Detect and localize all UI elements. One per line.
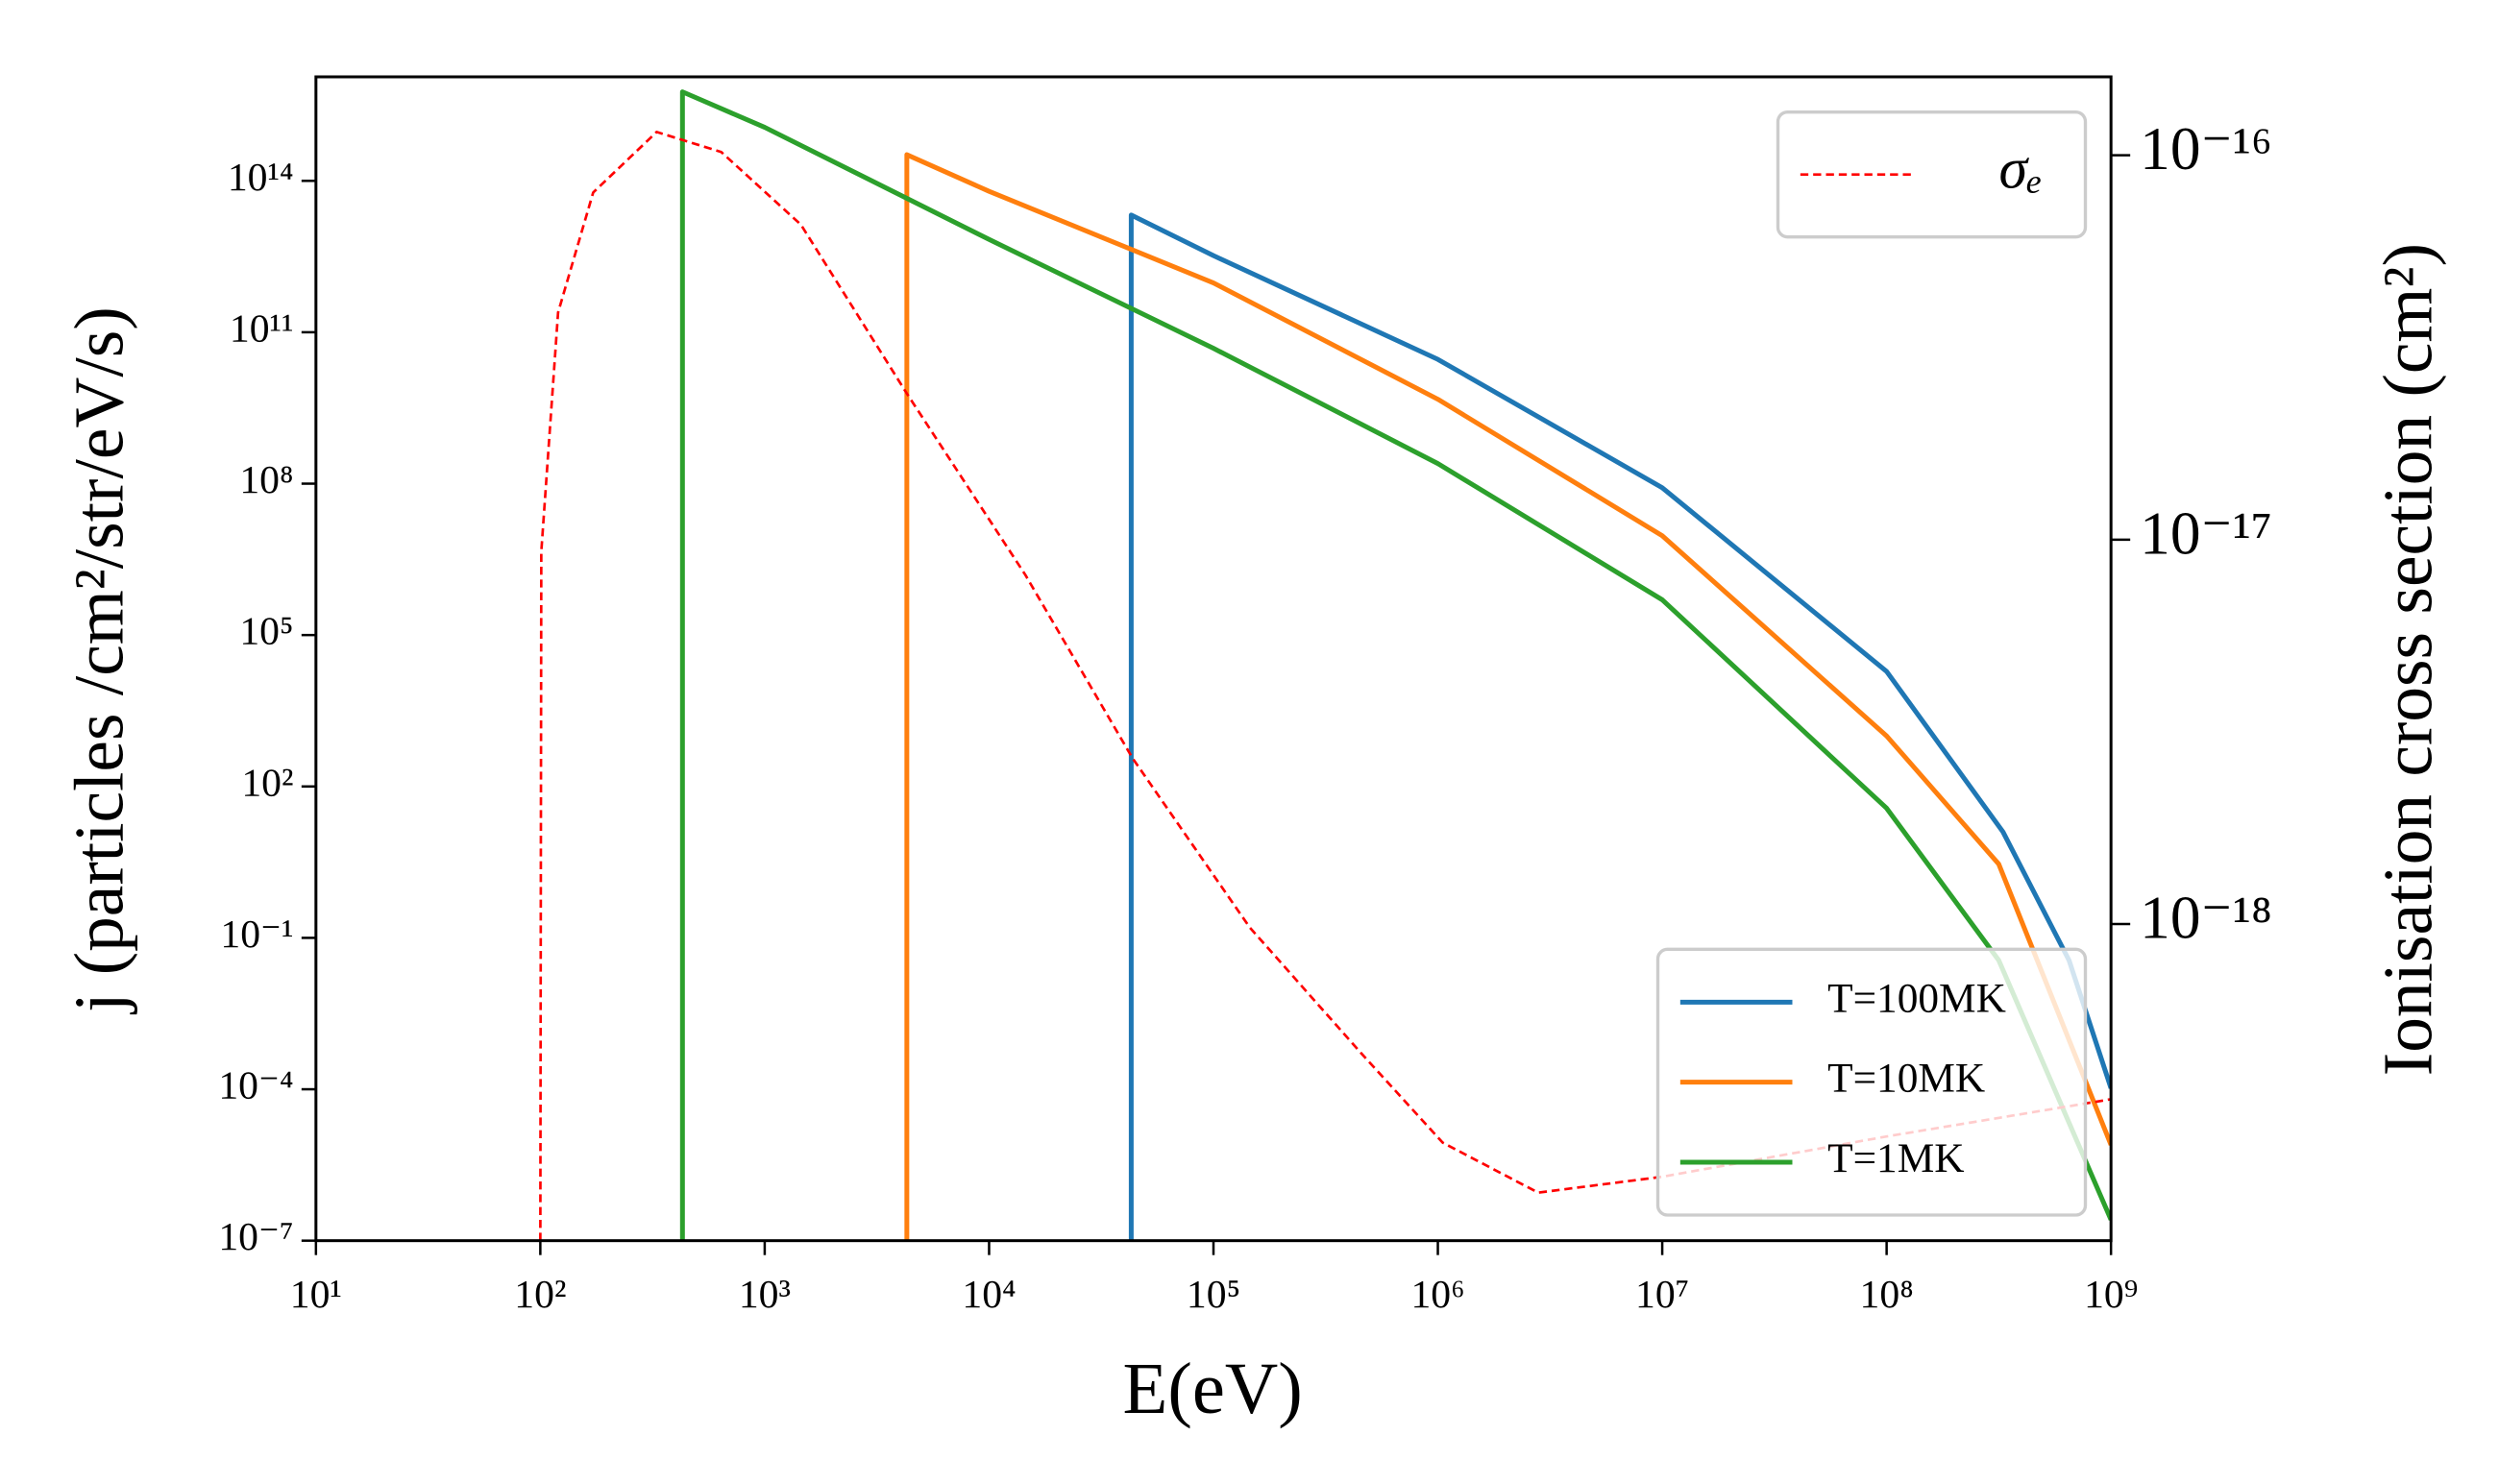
legend-box <box>1655 947 2088 1217</box>
series-line <box>679 89 2112 1241</box>
x-tick-label: 10⁵ <box>1187 1273 1240 1317</box>
y-tick-label: 10¹¹ <box>230 306 294 351</box>
y2-tick-label: 10⁻¹⁶ <box>2140 115 2272 182</box>
y-axis-label: j (particles /cm²/str/eV/s) <box>60 306 137 1015</box>
x-tick-label: 10⁸ <box>1860 1273 1914 1317</box>
legend-label: T=1MK <box>1827 1135 1964 1181</box>
y2-tick-label: 10⁻¹⁸ <box>2140 885 2272 952</box>
x-tick-label: 10⁶ <box>1410 1273 1464 1317</box>
y-tick-label: 10⁸ <box>239 458 293 502</box>
x-tick-label: 10³ <box>739 1273 791 1317</box>
y-tick-label: 10⁵ <box>239 610 293 654</box>
x-tick-label: 10² <box>514 1273 566 1317</box>
x-tick-label: 10¹ <box>290 1273 342 1317</box>
x-tick-label: 10⁷ <box>1635 1273 1689 1317</box>
legend-box <box>1776 110 2088 239</box>
legend-label: T=100MK <box>1827 975 2006 1021</box>
series-line <box>539 131 2112 1241</box>
y-tick-label: 10² <box>241 761 293 805</box>
y-tick-label: 10⁻⁷ <box>218 1215 293 1259</box>
plot-area <box>539 89 2112 1241</box>
x-axis-label: E(eV) <box>1123 1348 1303 1429</box>
y-tick-label: 10⁻⁴ <box>218 1064 293 1108</box>
y-tick-label: 10¹⁴ <box>228 156 294 200</box>
series-line <box>1128 212 2112 1241</box>
plot-frame <box>314 75 2113 1243</box>
y-tick-label: 10⁻¹ <box>220 912 293 957</box>
legend-label: T=10MK <box>1827 1056 1985 1102</box>
legend-label: σₑ <box>1999 136 2043 200</box>
series-line <box>904 152 2112 1241</box>
y2-tick-label: 10⁻¹⁷ <box>2140 499 2272 567</box>
y2-axis-label: Ionisation cross section (cm²) <box>2369 243 2447 1076</box>
x-tick-label: 10⁴ <box>962 1273 1016 1317</box>
x-tick-label: 10⁹ <box>2084 1273 2138 1317</box>
